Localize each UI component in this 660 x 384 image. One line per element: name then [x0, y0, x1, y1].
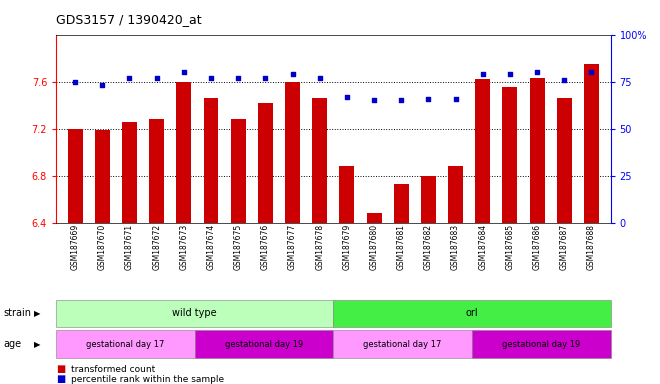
Point: [369, 98, 380, 104]
Text: GDS3157 / 1390420_at: GDS3157 / 1390420_at: [56, 13, 202, 26]
Bar: [285, 82, 300, 223]
Text: gestational day 19: gestational day 19: [502, 339, 580, 349]
Bar: [195, 330, 333, 358]
Text: GSM187673: GSM187673: [180, 224, 188, 270]
Text: orl: orl: [465, 308, 478, 318]
Bar: [333, 300, 610, 327]
Bar: [502, 88, 517, 223]
Text: transformed count: transformed count: [71, 365, 155, 374]
Point: [97, 82, 108, 88]
Bar: [56, 300, 333, 327]
Text: GSM187672: GSM187672: [152, 224, 161, 270]
Bar: [258, 103, 273, 223]
Bar: [475, 79, 490, 223]
Text: GSM187674: GSM187674: [207, 224, 216, 270]
Point: [314, 75, 325, 81]
Bar: [56, 330, 195, 358]
Text: GSM187684: GSM187684: [478, 224, 487, 270]
Bar: [203, 98, 218, 223]
Point: [559, 77, 570, 83]
Text: ■: ■: [56, 374, 65, 384]
Text: GSM187686: GSM187686: [533, 224, 542, 270]
Bar: [149, 119, 164, 223]
Text: GSM187679: GSM187679: [343, 224, 351, 270]
Bar: [176, 82, 191, 223]
Text: GSM187688: GSM187688: [587, 224, 596, 270]
Point: [423, 96, 434, 102]
Text: age: age: [3, 339, 21, 349]
Bar: [472, 330, 610, 358]
Point: [124, 75, 135, 81]
Text: GSM187675: GSM187675: [234, 224, 243, 270]
Text: wild type: wild type: [172, 308, 217, 318]
Bar: [421, 176, 436, 223]
Text: GSM187687: GSM187687: [560, 224, 569, 270]
Text: GSM187683: GSM187683: [451, 224, 460, 270]
Text: GSM187670: GSM187670: [98, 224, 107, 270]
Bar: [448, 166, 463, 223]
Bar: [95, 130, 110, 223]
Text: GSM187680: GSM187680: [370, 224, 379, 270]
Text: gestational day 17: gestational day 17: [86, 339, 164, 349]
Text: GSM187678: GSM187678: [315, 224, 324, 270]
Bar: [231, 119, 246, 223]
Text: GSM187681: GSM187681: [397, 224, 406, 270]
Bar: [333, 330, 472, 358]
Text: gestational day 19: gestational day 19: [225, 339, 303, 349]
Bar: [584, 64, 599, 223]
Bar: [122, 122, 137, 223]
Point: [233, 75, 244, 81]
Text: GSM187682: GSM187682: [424, 224, 433, 270]
Text: GSM187669: GSM187669: [71, 224, 80, 270]
Point: [477, 71, 488, 77]
Bar: [366, 214, 381, 223]
Text: GSM187677: GSM187677: [288, 224, 297, 270]
Text: percentile rank within the sample: percentile rank within the sample: [71, 375, 224, 384]
Bar: [530, 78, 544, 223]
Point: [396, 98, 407, 104]
Point: [70, 79, 81, 85]
Text: GSM187671: GSM187671: [125, 224, 134, 270]
Point: [179, 69, 189, 75]
Point: [287, 71, 298, 77]
Bar: [394, 184, 409, 223]
Bar: [557, 98, 572, 223]
Bar: [68, 129, 82, 223]
Point: [532, 69, 543, 75]
Text: ▶: ▶: [34, 339, 41, 349]
Point: [260, 75, 271, 81]
Text: ▶: ▶: [34, 309, 41, 318]
Text: GSM187685: GSM187685: [506, 224, 514, 270]
Text: GSM187676: GSM187676: [261, 224, 270, 270]
Point: [586, 69, 597, 75]
Point: [206, 75, 216, 81]
Bar: [312, 98, 327, 223]
Text: gestational day 17: gestational day 17: [364, 339, 442, 349]
Point: [342, 94, 352, 100]
Point: [505, 71, 515, 77]
Text: ■: ■: [56, 364, 65, 374]
Bar: [339, 166, 354, 223]
Point: [151, 75, 162, 81]
Point: [450, 96, 461, 102]
Text: strain: strain: [3, 308, 31, 318]
